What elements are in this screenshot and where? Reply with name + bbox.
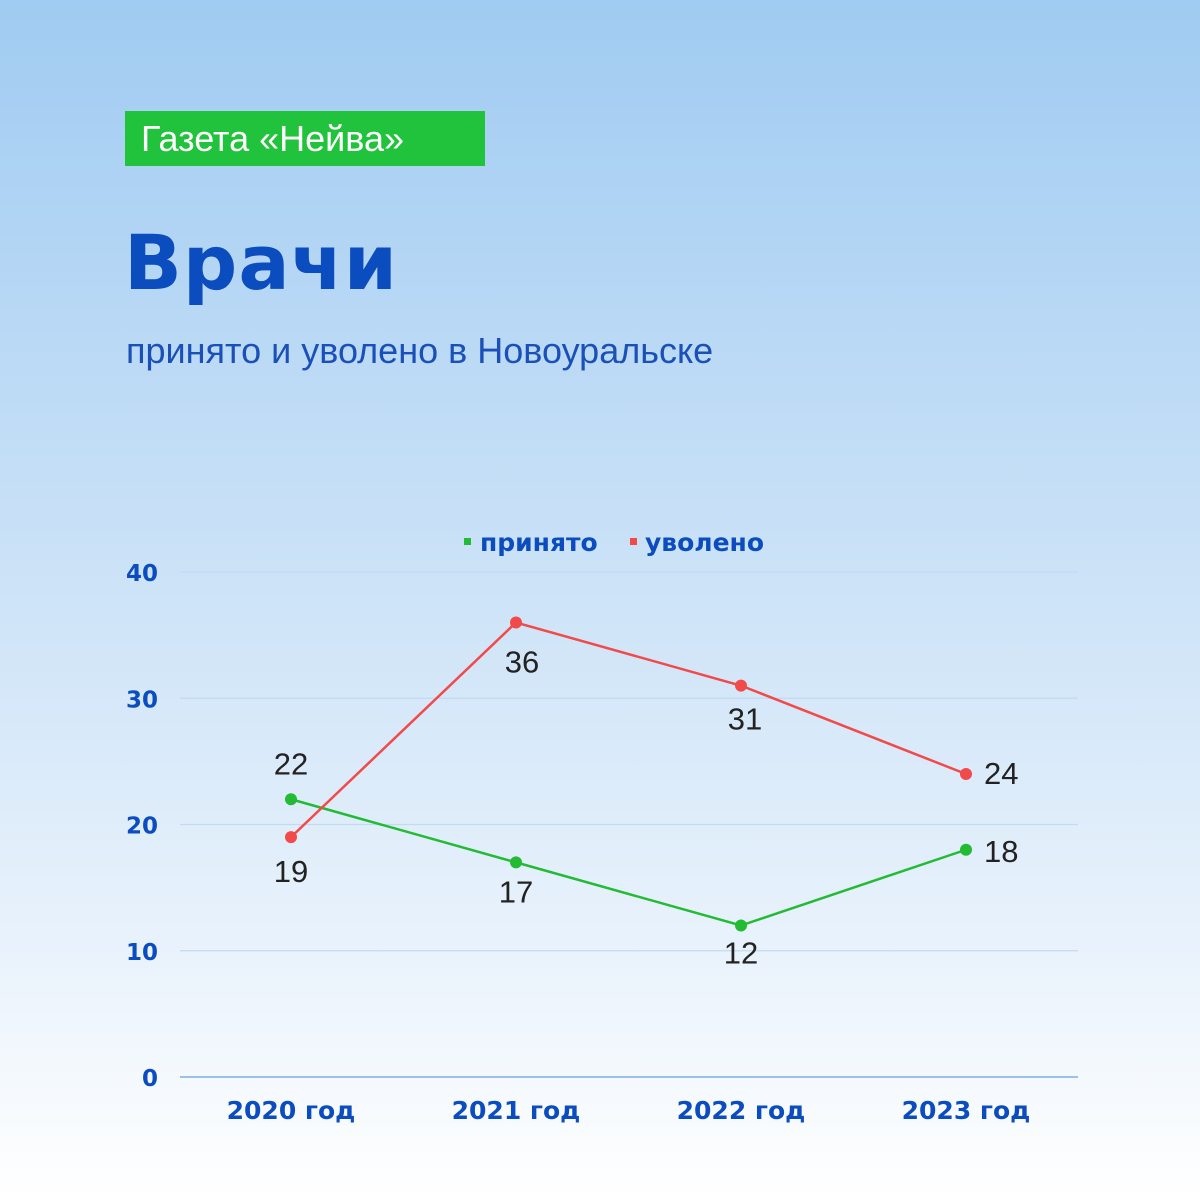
data-point: [960, 768, 972, 780]
y-tick-label: 10: [126, 940, 158, 966]
data-label: 12: [724, 936, 758, 971]
chart-subtitle: принято и уволено в Новоуральске: [126, 330, 714, 371]
data-label: 17: [499, 874, 533, 909]
legend: принято уволено: [464, 528, 764, 557]
y-tick-label: 0: [142, 1066, 158, 1092]
data-point: [735, 679, 747, 692]
y-tick-label: 20: [126, 814, 158, 840]
series-line: [290, 798, 967, 927]
y-tick-label: 40: [126, 561, 158, 587]
series-line: [290, 621, 967, 839]
publication-badge: Газета «Нейва»: [125, 111, 485, 166]
legend-marker-fired: [630, 538, 637, 545]
series-hired: 22 17 12 18: [274, 746, 1019, 970]
data-point: [735, 919, 747, 932]
data-label: 36: [505, 645, 539, 680]
data-point: [285, 831, 297, 844]
legend-marker-hired: [464, 538, 471, 545]
data-label: 31: [728, 702, 762, 737]
series-fired: 19 36 31 24: [274, 616, 1018, 889]
x-tick-label: 2023 год: [902, 1096, 1031, 1125]
legend-label-hired: принято: [480, 528, 598, 557]
x-tick-label: 2020 год: [227, 1096, 356, 1125]
data-point: [285, 793, 297, 806]
data-label: 19: [274, 854, 308, 889]
y-tick-label: 30: [126, 687, 158, 713]
x-tick-label: 2021 год: [452, 1096, 581, 1125]
data-point: [510, 856, 522, 869]
legend-label-fired: уволено: [645, 528, 764, 557]
data-label: 24: [984, 756, 1018, 791]
data-point: [510, 616, 522, 629]
chart-title: Врачи: [124, 218, 399, 307]
data-label: 18: [984, 834, 1018, 869]
data-point: [960, 843, 972, 856]
x-tick-label: 2022 год: [677, 1096, 806, 1125]
data-label: 22: [274, 746, 308, 781]
